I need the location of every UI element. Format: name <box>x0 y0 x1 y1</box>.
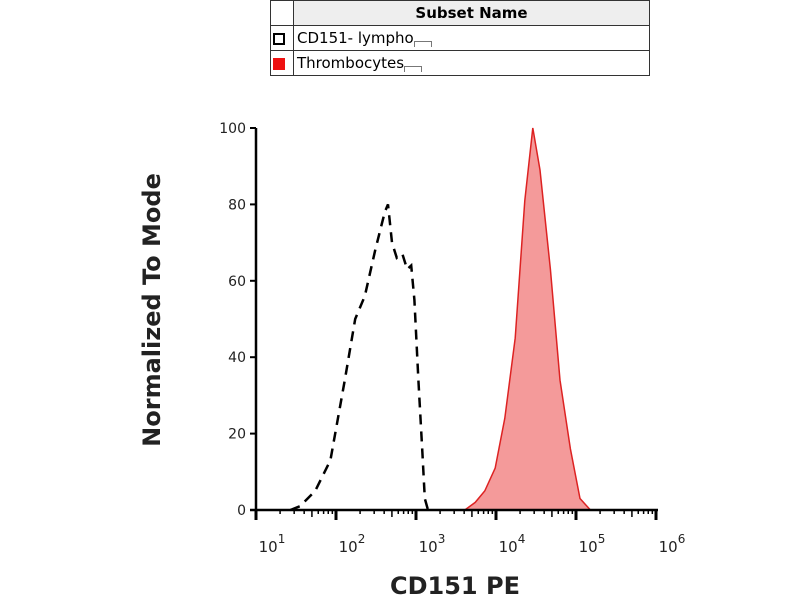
y-tick-label: 100 <box>219 121 246 137</box>
x-tick-label: 104 <box>499 532 526 556</box>
outline-swatch-icon <box>273 32 285 45</box>
y-tick-label: 40 <box>228 350 246 366</box>
tick-base: 10 <box>339 538 358 556</box>
x-tick-label: 103 <box>419 532 446 556</box>
x-tick-label: 102 <box>339 532 366 556</box>
tick-exponent: 3 <box>438 532 446 546</box>
x-tick-label: 106 <box>659 532 686 556</box>
y-tick-label: 80 <box>228 197 246 213</box>
tick-exponent: 5 <box>598 532 606 546</box>
tick-base: 10 <box>499 538 518 556</box>
y-axis-title: Normalized To Mode <box>138 173 166 447</box>
tick-base: 10 <box>259 538 278 556</box>
edit-tab-icon <box>404 66 423 72</box>
x-tick-label: 105 <box>579 532 606 556</box>
tick-exponent: 6 <box>678 532 686 546</box>
y-tick-label: 0 <box>237 503 246 519</box>
x-tick-label: 101 <box>259 532 286 556</box>
tick-exponent: 4 <box>518 532 526 546</box>
legend-label: Thrombocytes <box>297 54 405 72</box>
legend-item: CD151- lympho <box>270 25 650 51</box>
legend-header: Subset Name <box>293 0 650 26</box>
y-tick-label: 60 <box>228 274 246 290</box>
tick-exponent: 2 <box>358 532 366 546</box>
y-tick-label: 20 <box>228 427 246 443</box>
legend-table: Subset Name CD151- lympho Thrombocytes <box>270 0 650 76</box>
x-axis-title: CD151 PE <box>390 572 520 600</box>
legend-item: Thrombocytes <box>270 50 650 76</box>
series-1-curve <box>462 127 593 511</box>
series-0-curve <box>289 203 430 512</box>
filled-swatch-icon <box>273 57 285 70</box>
tick-base: 10 <box>659 538 678 556</box>
tick-exponent: 1 <box>278 532 286 546</box>
tick-base: 10 <box>419 538 438 556</box>
edit-tab-icon <box>413 41 432 47</box>
tick-base: 10 <box>579 538 598 556</box>
legend-label: CD151- lympho <box>297 29 414 47</box>
